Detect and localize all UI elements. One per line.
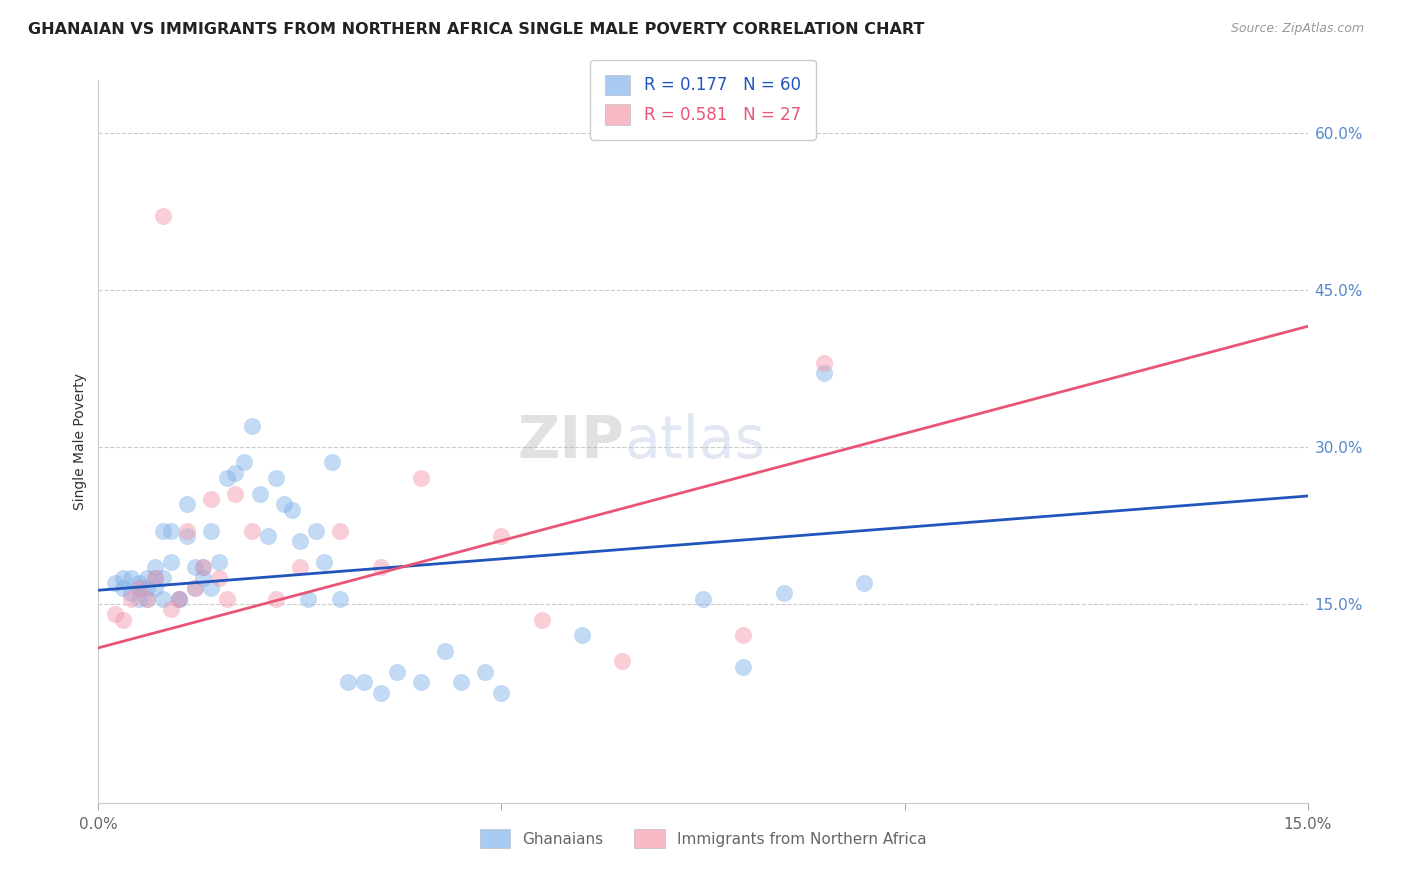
Point [240, 418, 263, 433]
Point [450, 675, 472, 690]
Point [491, 529, 513, 543]
Text: ZIP: ZIP [517, 413, 624, 470]
Point [208, 571, 231, 585]
Point [143, 571, 166, 585]
Point [353, 675, 375, 690]
Point [152, 571, 174, 585]
Point [409, 471, 432, 485]
Point [152, 210, 174, 224]
Point [176, 529, 198, 543]
Point [167, 591, 190, 606]
Point [176, 497, 198, 511]
Point [143, 560, 166, 574]
Point [733, 628, 755, 642]
Point [491, 686, 513, 700]
Point [160, 555, 183, 569]
Legend: Ghanaians, Immigrants from Northern Africa: Ghanaians, Immigrants from Northern Afri… [467, 817, 939, 860]
Point [273, 497, 295, 511]
Point [264, 591, 287, 606]
Point [288, 534, 311, 549]
Point [772, 586, 794, 600]
Point [224, 466, 246, 480]
Point [530, 613, 553, 627]
Point [103, 607, 125, 622]
Point [612, 655, 634, 669]
Point [217, 591, 239, 606]
Point [135, 591, 157, 606]
Point [264, 471, 287, 485]
Point [434, 644, 457, 658]
Y-axis label: Single Male Poverty: Single Male Poverty [73, 373, 87, 510]
Point [200, 581, 222, 595]
Point [370, 560, 392, 574]
Point [167, 591, 190, 606]
Point [120, 586, 142, 600]
Point [337, 675, 360, 690]
Point [193, 560, 215, 574]
Point [329, 524, 352, 538]
Point [193, 560, 215, 574]
Point [167, 591, 190, 606]
Point [128, 591, 150, 606]
Point [409, 675, 432, 690]
Point [184, 581, 207, 595]
Point [474, 665, 496, 679]
Point [120, 571, 142, 585]
Point [120, 591, 142, 606]
Point [733, 659, 755, 673]
Point [128, 581, 150, 595]
Point [370, 686, 392, 700]
Point [240, 524, 263, 538]
Point [314, 555, 336, 569]
Point [297, 591, 319, 606]
Point [160, 602, 183, 616]
Point [281, 502, 304, 516]
Point [249, 487, 271, 501]
Point [176, 524, 198, 538]
Point [329, 591, 352, 606]
Point [256, 529, 278, 543]
Point [321, 455, 343, 469]
Point [571, 628, 593, 642]
Point [160, 524, 183, 538]
Point [143, 581, 166, 595]
Point [128, 581, 150, 595]
Point [111, 571, 134, 585]
Point [135, 571, 157, 585]
Point [200, 524, 222, 538]
Point [224, 487, 246, 501]
Point [692, 591, 714, 606]
Point [288, 560, 311, 574]
Point [111, 581, 134, 595]
Point [111, 613, 134, 627]
Point [853, 575, 876, 590]
Text: Source: ZipAtlas.com: Source: ZipAtlas.com [1230, 22, 1364, 36]
Point [135, 591, 157, 606]
Point [103, 575, 125, 590]
Point [184, 560, 207, 574]
Point [217, 471, 239, 485]
Point [152, 591, 174, 606]
Point [200, 492, 222, 507]
Point [193, 571, 215, 585]
Point [152, 524, 174, 538]
Point [385, 665, 408, 679]
Point [128, 575, 150, 590]
Point [135, 581, 157, 595]
Point [813, 356, 835, 370]
Text: GHANAIAN VS IMMIGRANTS FROM NORTHERN AFRICA SINGLE MALE POVERTY CORRELATION CHAR: GHANAIAN VS IMMIGRANTS FROM NORTHERN AFR… [28, 22, 925, 37]
Text: atlas: atlas [624, 413, 765, 470]
Point [184, 581, 207, 595]
Point [208, 555, 231, 569]
Point [813, 367, 835, 381]
Point [143, 571, 166, 585]
Point [305, 524, 328, 538]
Point [232, 455, 254, 469]
